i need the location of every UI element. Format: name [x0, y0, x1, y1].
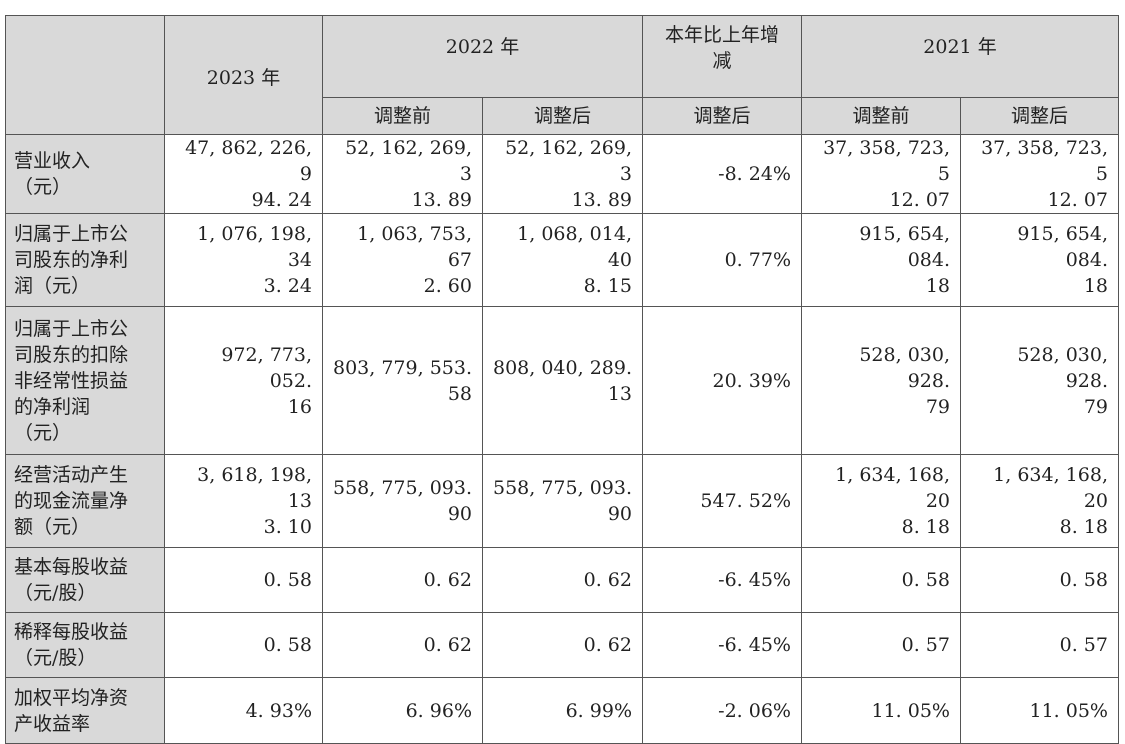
header-row-sub: 调整前 调整后 调整后 调整前 调整后 [6, 97, 1119, 135]
header-2022: 2022 年 [322, 15, 643, 98]
row-label: 归属于上市公 司股东的扣除 非经常性损益 的净利润 （元） [5, 306, 165, 455]
value-2022-before: 0. 62 [322, 547, 483, 613]
table-row: 稀释每股收益 （元/股） 0. 58 0. 62 0. 62 -6. 45% 0. 57 0… [5, 612, 1119, 678]
table-row: 归属于上市公 司股东的净利 润（元） 1, 076, 198, 34 3. 24 1… [5, 213, 1119, 307]
header-row-years: 2023 年 2022 年 本年比上年增 减 2021 年 [5, 15, 1119, 135]
value-2021-after: 0. 57 [960, 612, 1119, 678]
value-2021-after: 37, 358, 723, 5 12. 07 [960, 134, 1119, 214]
header-2021: 2021 年 [801, 15, 1119, 98]
value-2023: 4. 93% [164, 677, 323, 744]
header-corner [5, 15, 165, 135]
value-2022-before: 0. 62 [322, 612, 483, 678]
value-2021-after: 0. 58 [960, 547, 1119, 613]
value-2021-before: 915, 654, 084. 18 [801, 213, 961, 307]
value-2021-before: 528, 030, 928. 79 [801, 306, 961, 455]
value-2022-after: 0. 62 [482, 547, 643, 613]
header-change: 本年比上年增 减 [642, 15, 802, 98]
value-change: 0. 77% [642, 213, 802, 307]
value-change: -8. 24% [642, 134, 802, 214]
value-change: 547. 52% [642, 454, 802, 548]
table-row: 归属于上市公 司股东的扣除 非经常性损益 的净利润 （元） 972, 773, 0… [5, 306, 1119, 455]
row-label: 基本每股收益 （元/股） [5, 547, 165, 613]
value-2022-before: 6. 96% [322, 677, 483, 744]
financial-summary-table: 2023 年 2022 年 本年比上年增 减 2021 年 调整前 调整后 调整… [5, 15, 1119, 744]
table-row: 营业收入 （元） 47, 862, 226, 9 94. 24 52, 162, 2… [5, 134, 1119, 214]
value-2021-before: 11. 05% [801, 677, 961, 744]
header-2022-before: 调整前 [322, 97, 483, 135]
value-2022-after: 558, 775, 093. 90 [482, 454, 643, 548]
value-2021-after: 528, 030, 928. 79 [960, 306, 1119, 455]
table-row: 基本每股收益 （元/股） 0. 58 0. 62 0. 62 -6. 45% 0. 58 0… [5, 547, 1119, 613]
value-change: 20. 39% [642, 306, 802, 455]
value-2023: 1, 076, 198, 34 3. 24 [164, 213, 323, 307]
value-2021-before: 0. 57 [801, 612, 961, 678]
value-2021-after: 11. 05% [960, 677, 1119, 744]
header-2021-after: 调整后 [960, 97, 1119, 135]
value-2021-after: 1, 634, 168, 20 8. 18 [960, 454, 1119, 548]
value-2022-after: 0. 62 [482, 612, 643, 678]
value-2021-before: 0. 58 [801, 547, 961, 613]
header-change-after: 调整后 [642, 97, 802, 135]
table-row: 经营活动产生 的现金流量净 额（元） 3, 618, 198, 13 3. 10 5… [5, 454, 1119, 548]
value-change: -6. 45% [642, 547, 802, 613]
header-2021-before: 调整前 [801, 97, 961, 135]
row-label: 营业收入 （元） [5, 134, 165, 214]
value-2023: 3, 618, 198, 13 3. 10 [164, 454, 323, 548]
document-page: 2023 年 2022 年 本年比上年增 减 2021 年 调整前 调整后 调整… [5, 15, 1119, 744]
header-2022-after: 调整后 [482, 97, 643, 135]
value-2022-after: 6. 99% [482, 677, 643, 744]
row-label: 稀释每股收益 （元/股） [5, 612, 165, 678]
header-2023: 2023 年 [164, 15, 323, 135]
value-2021-before: 37, 358, 723, 5 12. 07 [801, 134, 961, 214]
value-2023: 47, 862, 226, 9 94. 24 [164, 134, 323, 214]
value-2023: 0. 58 [164, 612, 323, 678]
value-2022-after: 808, 040, 289. 13 [482, 306, 643, 455]
value-2022-after: 1, 068, 014, 40 8. 15 [482, 213, 643, 307]
value-2022-before: 52, 162, 269, 3 13. 89 [322, 134, 483, 214]
table-row: 加权平均净资 产收益率 4. 93% 6. 96% 6. 99% -2. 06% 11. … [5, 677, 1119, 744]
row-label: 加权平均净资 产收益率 [5, 677, 165, 744]
row-label: 经营活动产生 的现金流量净 额（元） [5, 454, 165, 548]
row-label: 归属于上市公 司股东的净利 润（元） [5, 213, 165, 307]
value-2021-after: 915, 654, 084. 18 [960, 213, 1119, 307]
value-2023: 972, 773, 052. 16 [164, 306, 323, 455]
value-change: -2. 06% [642, 677, 802, 744]
value-2022-before: 558, 775, 093. 90 [322, 454, 483, 548]
value-change: -6. 45% [642, 612, 802, 678]
value-2022-before: 1, 063, 753, 67 2. 60 [322, 213, 483, 307]
value-2021-before: 1, 634, 168, 20 8. 18 [801, 454, 961, 548]
value-2023: 0. 58 [164, 547, 323, 613]
value-2022-before: 803, 779, 553. 58 [322, 306, 483, 455]
value-2022-after: 52, 162, 269, 3 13. 89 [482, 134, 643, 214]
